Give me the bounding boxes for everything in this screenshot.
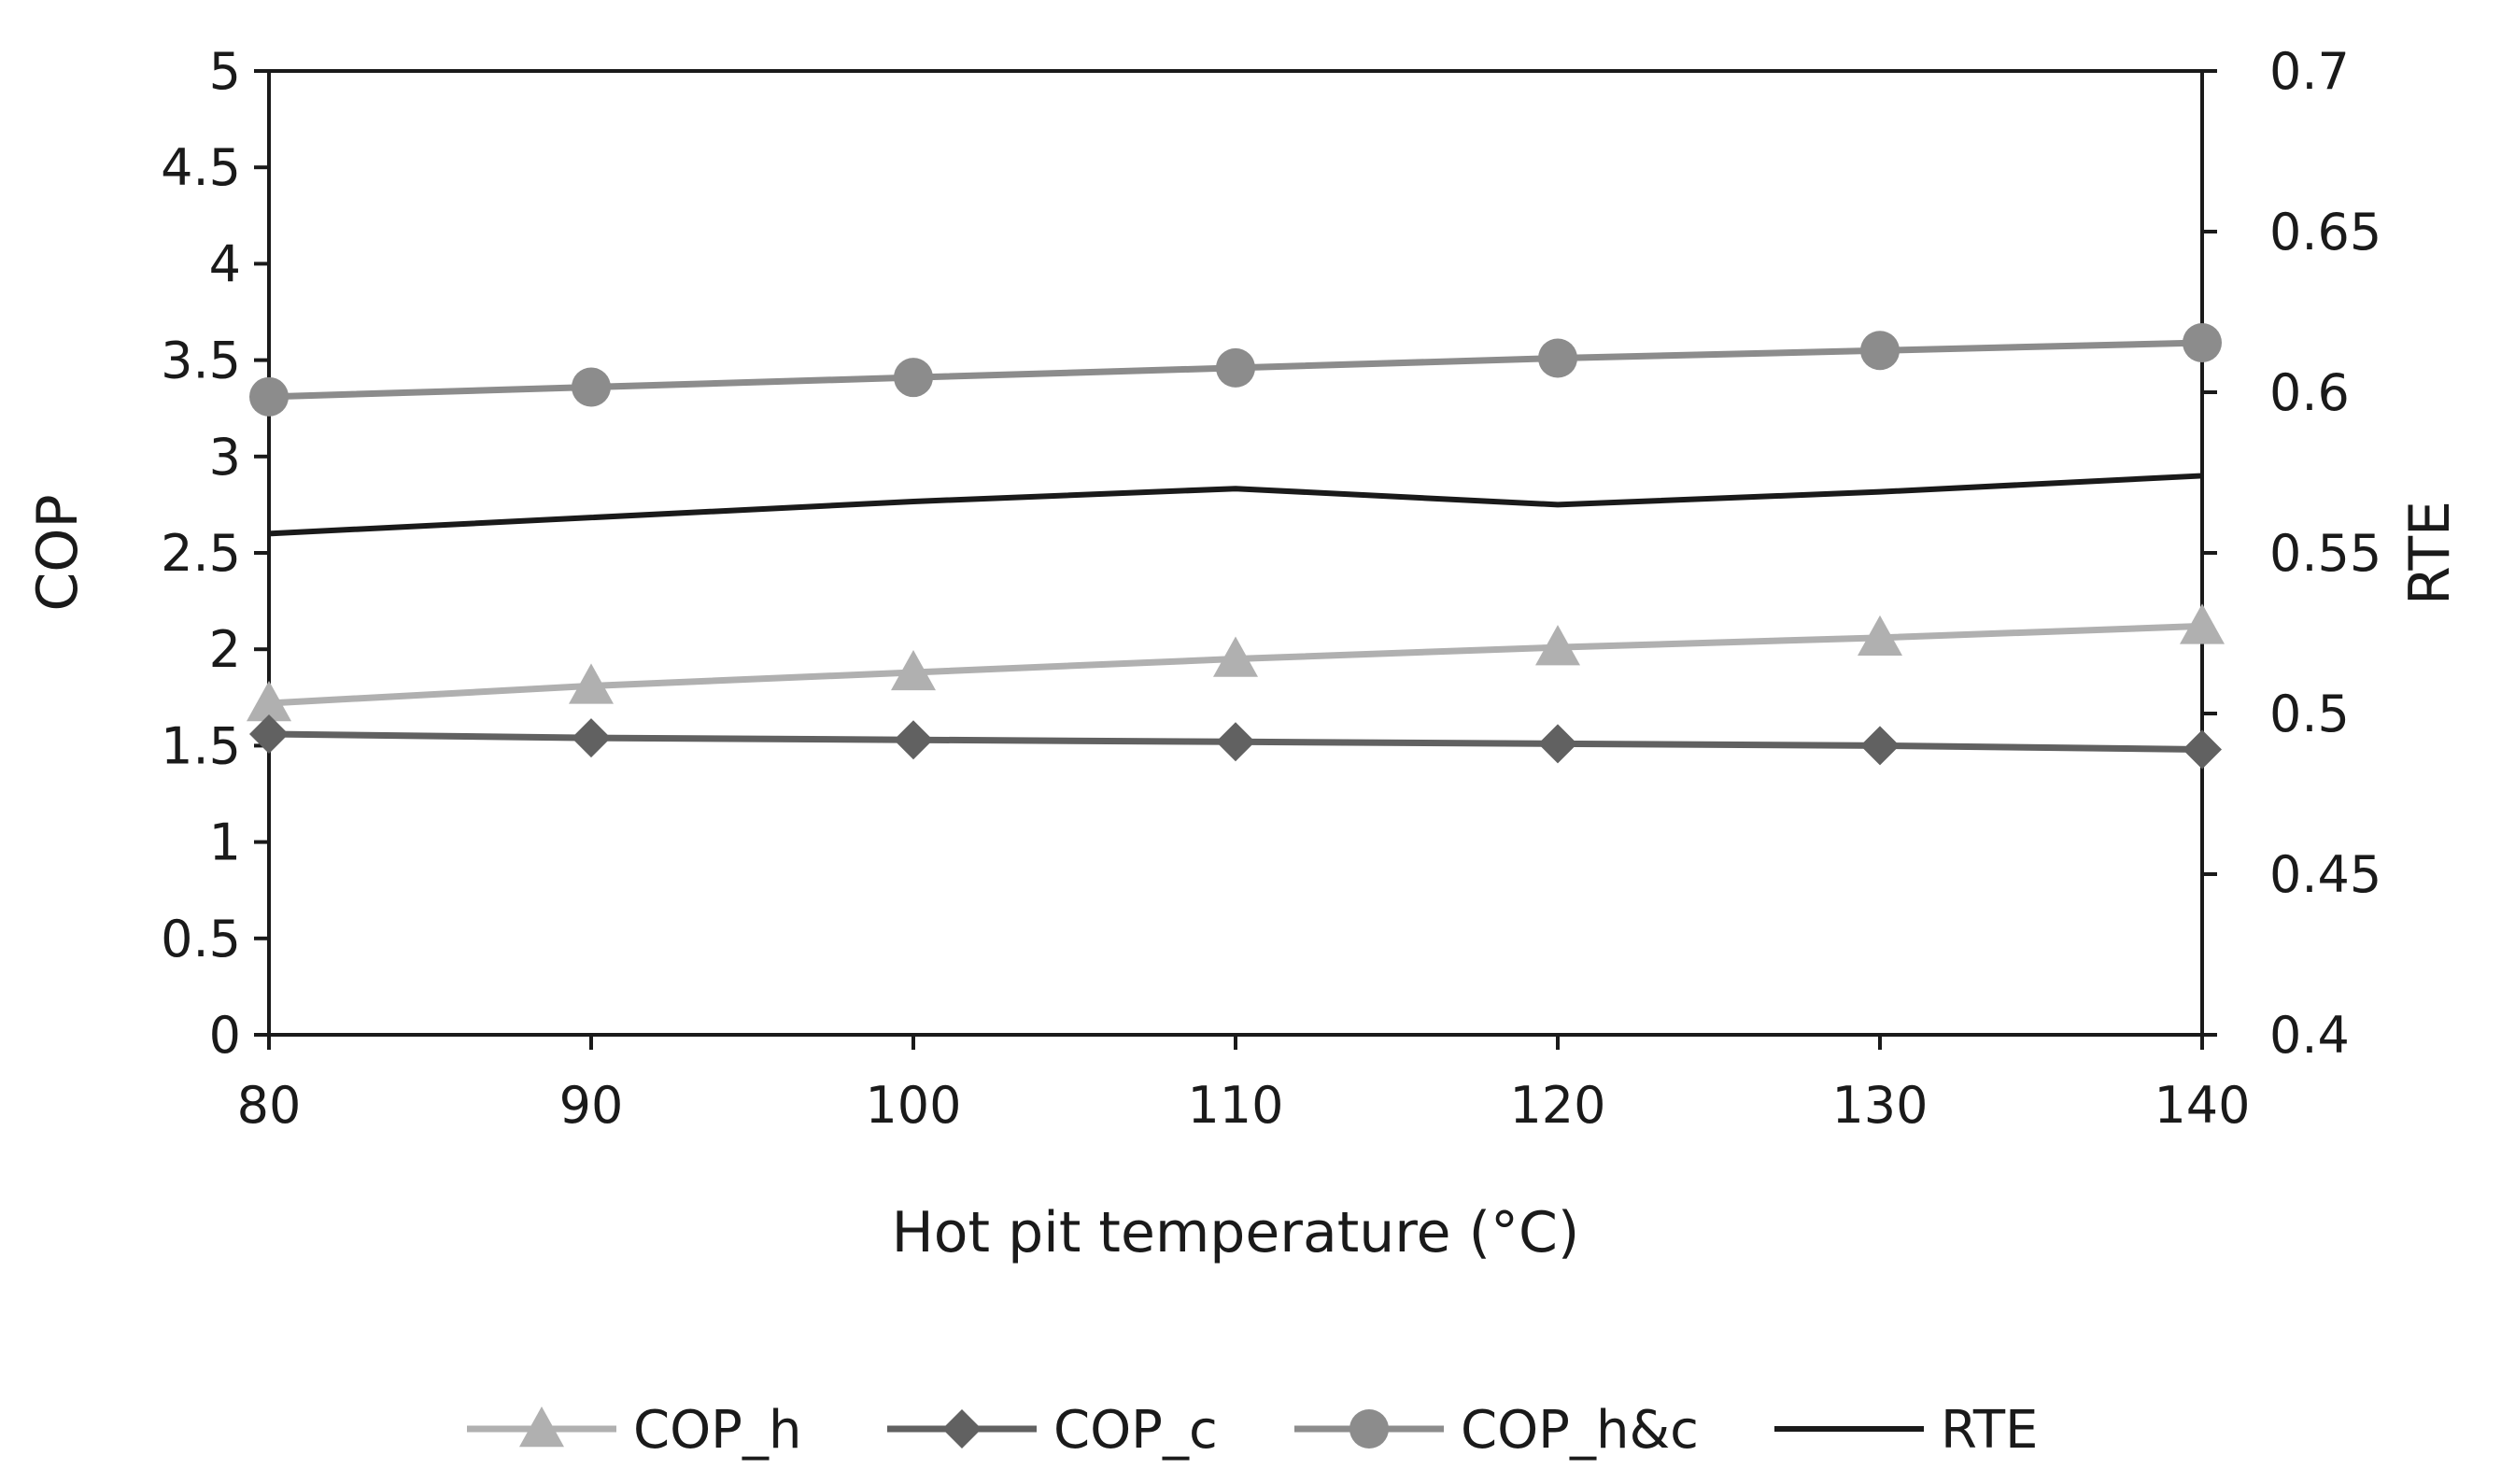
data-point-cop-h — [891, 649, 936, 691]
data-point-cop-c — [894, 720, 933, 760]
axes: 0 0.5 1 1.5 2 2.5 3 3.5 4 4.5 5 0.4 0.45 0.5 0.55 0.6 0.… — [161, 42, 2381, 1135]
data-point-cop-h-c — [2183, 323, 2222, 363]
x-tick-label: 110 — [1187, 1076, 1283, 1135]
y2-tick-label: 0.5 — [2269, 685, 2350, 743]
data-point-cop-c — [1860, 726, 1900, 766]
data-point-cop-c — [572, 718, 611, 758]
x-tick-label: 90 — [559, 1076, 624, 1135]
y-tick-label: 4.5 — [161, 138, 241, 197]
data-point-cop-h-c — [572, 367, 611, 407]
y2-tick-label: 0.55 — [2269, 524, 2381, 583]
legend-marker — [1349, 1409, 1389, 1449]
labels-layer: Hot pit temperature (°C) COP RTE — [25, 494, 2463, 1265]
y2-tick-label: 0.65 — [2269, 203, 2381, 261]
legend: COP_h COP_c COP_h&c RTE — [467, 1400, 2038, 1461]
legend-label: COP_c — [1053, 1400, 1218, 1461]
data-point-cop-h — [569, 663, 614, 704]
series-cop-h-c — [249, 323, 2222, 417]
data-point-cop-h-c — [1538, 338, 1577, 378]
y-tick-label: 1.5 — [161, 716, 241, 775]
x-tick-label: 140 — [2154, 1076, 2250, 1135]
data-point-cop-c — [2183, 729, 2222, 770]
y-tick-label: 5 — [209, 42, 241, 101]
x-tick-label: 120 — [1509, 1076, 1605, 1135]
data-point-cop-h — [1535, 625, 1580, 666]
y-tick-label: 3 — [209, 428, 241, 487]
y-tick-label: 4 — [209, 234, 241, 293]
data-point-cop-h — [2180, 603, 2225, 644]
legend-item-cop-h: COP_h — [467, 1400, 801, 1461]
y2-tick-label: 0.6 — [2269, 363, 2350, 422]
y-axis-title: COP — [25, 494, 91, 611]
series-rte — [268, 473, 2203, 537]
series-cop-h — [247, 603, 2225, 722]
y-tick-label: 2 — [209, 620, 241, 679]
data-point-cop-h-c — [249, 376, 289, 417]
data-point-cop-h-c — [1860, 331, 1900, 371]
y2-tick-label: 0.45 — [2269, 845, 2381, 904]
x-tick-label: 130 — [1831, 1076, 1928, 1135]
data-point-cop-h-c — [894, 358, 933, 398]
legend-marker — [942, 1409, 982, 1449]
y2-axis-title: RTE — [2397, 501, 2463, 605]
legend-item-rte: RTE — [1774, 1400, 2038, 1461]
x-tick-label: 80 — [237, 1076, 302, 1135]
data-point-cop-c — [1216, 722, 1255, 762]
data-point-cop-c — [249, 714, 289, 755]
data-point-cop-h — [1858, 615, 1902, 657]
y2-tick-label: 0.4 — [2269, 1006, 2350, 1065]
data-point-cop-c — [1538, 724, 1577, 764]
data-point-cop-h — [247, 680, 291, 722]
x-tick-label: 100 — [865, 1076, 961, 1135]
y-tick-label: 0 — [209, 1006, 241, 1065]
series-layer — [247, 323, 2225, 770]
legend-item-cop-c: COP_c — [887, 1400, 1218, 1461]
y2-tick-label: 0.7 — [2269, 42, 2350, 101]
legend-item-cop-h-c: COP_h&c — [1294, 1400, 1699, 1461]
series-cop-c — [249, 714, 2222, 770]
y-tick-label: 3.5 — [161, 332, 241, 390]
legend-label: COP_h&c — [1461, 1400, 1699, 1461]
series-line-rte — [268, 473, 2203, 537]
legend-label: RTE — [1941, 1400, 2038, 1461]
data-point-cop-h — [1213, 636, 1258, 677]
legend-marker — [519, 1406, 564, 1448]
legend-label: COP_h — [633, 1400, 801, 1461]
data-point-cop-h-c — [1216, 347, 1255, 388]
y-tick-label: 2.5 — [161, 524, 241, 583]
x-axis-title: Hot pit temperature (°C) — [892, 1200, 1580, 1265]
y-tick-label: 0.5 — [161, 910, 241, 968]
y-tick-label: 1 — [209, 813, 241, 872]
